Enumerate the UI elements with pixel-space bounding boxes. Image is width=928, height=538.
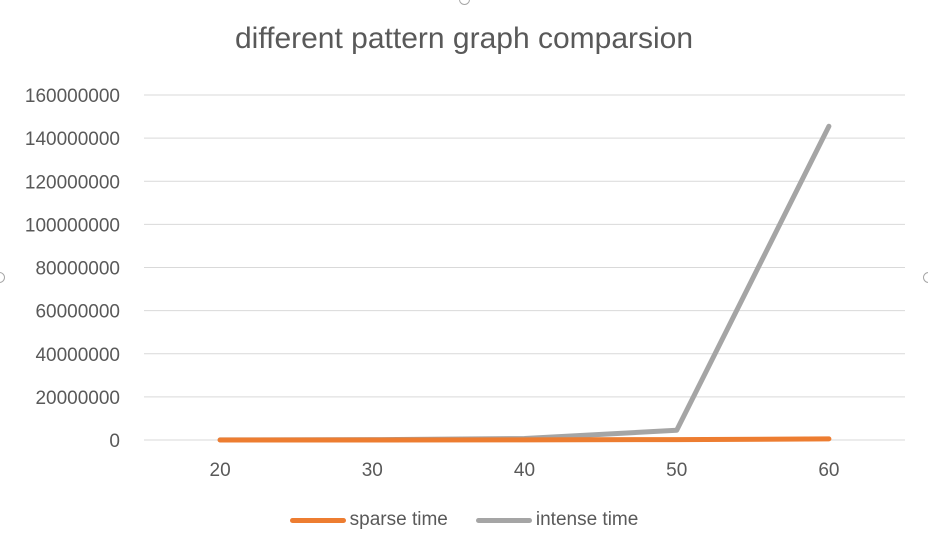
x-tick-label: 60	[818, 460, 839, 481]
x-tick-label: 50	[666, 460, 687, 481]
x-tick-label: 20	[210, 460, 231, 481]
x-tick-label: 40	[514, 460, 535, 481]
y-tick-label: 80000000	[35, 259, 120, 280]
y-tick-label: 60000000	[35, 302, 120, 323]
y-tick-label: 140000000	[25, 129, 120, 150]
chart-title: different pattern graph comparsion	[234, 22, 694, 55]
series-line-sparse	[217, 436, 832, 443]
legend-label-sparse: sparse time	[349, 509, 448, 530]
chart-legend: sparse time intense time	[0, 509, 928, 531]
legend-label-intense: intense time	[535, 509, 639, 530]
y-tick-label: 0	[109, 431, 120, 452]
series-line-intense	[217, 123, 832, 443]
legend-item-intense: intense time	[475, 509, 639, 531]
resize-handle-right[interactable]	[923, 272, 928, 283]
y-tick-label: 20000000	[35, 388, 120, 409]
y-tick-label: 100000000	[25, 215, 120, 236]
legend-swatch-sparse	[289, 517, 346, 523]
y-tick-label: 40000000	[35, 345, 120, 366]
y-tick-label: 120000000	[25, 172, 120, 193]
y-tick-label: 160000000	[25, 86, 120, 107]
legend-item-sparse: sparse time	[289, 509, 448, 531]
legend-swatch-intense	[475, 517, 532, 523]
x-tick-label: 30	[362, 460, 383, 481]
